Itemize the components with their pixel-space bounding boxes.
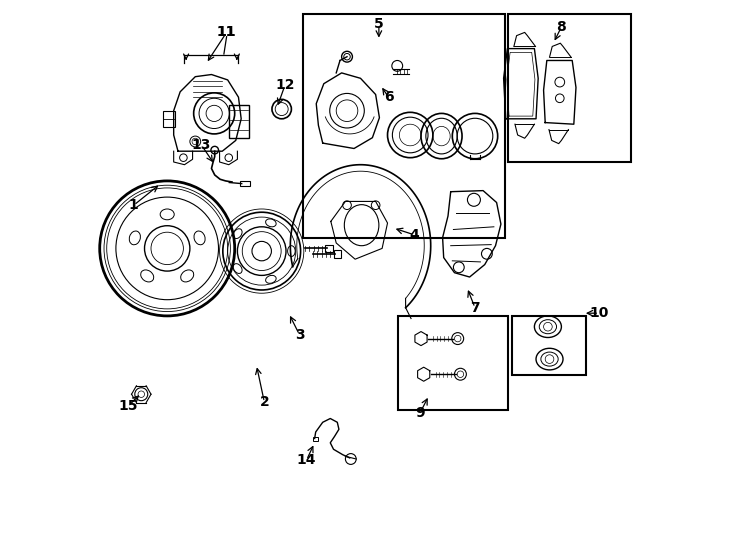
- Bar: [512, 316, 586, 375]
- Bar: [325, 245, 333, 252]
- Text: 10: 10: [589, 306, 609, 320]
- Text: 13: 13: [192, 138, 211, 152]
- Text: 7: 7: [470, 301, 480, 315]
- Bar: [229, 105, 250, 138]
- Text: 12: 12: [275, 78, 294, 92]
- Text: 11: 11: [217, 25, 236, 39]
- Text: 14: 14: [297, 453, 316, 467]
- Bar: [399, 316, 509, 410]
- Text: 1: 1: [129, 198, 139, 212]
- Text: 6: 6: [384, 90, 393, 104]
- Text: 4: 4: [410, 228, 419, 242]
- Text: 15: 15: [119, 399, 138, 413]
- Text: 9: 9: [415, 406, 425, 420]
- Bar: [163, 111, 175, 127]
- Text: 3: 3: [294, 328, 305, 342]
- Bar: [303, 14, 505, 238]
- Text: 8: 8: [556, 20, 566, 34]
- Bar: [240, 181, 250, 186]
- Text: 11: 11: [217, 25, 236, 39]
- Bar: [509, 14, 631, 162]
- Text: 5: 5: [374, 17, 384, 31]
- Bar: [313, 437, 319, 441]
- Text: 2: 2: [260, 395, 269, 409]
- Bar: [333, 250, 341, 258]
